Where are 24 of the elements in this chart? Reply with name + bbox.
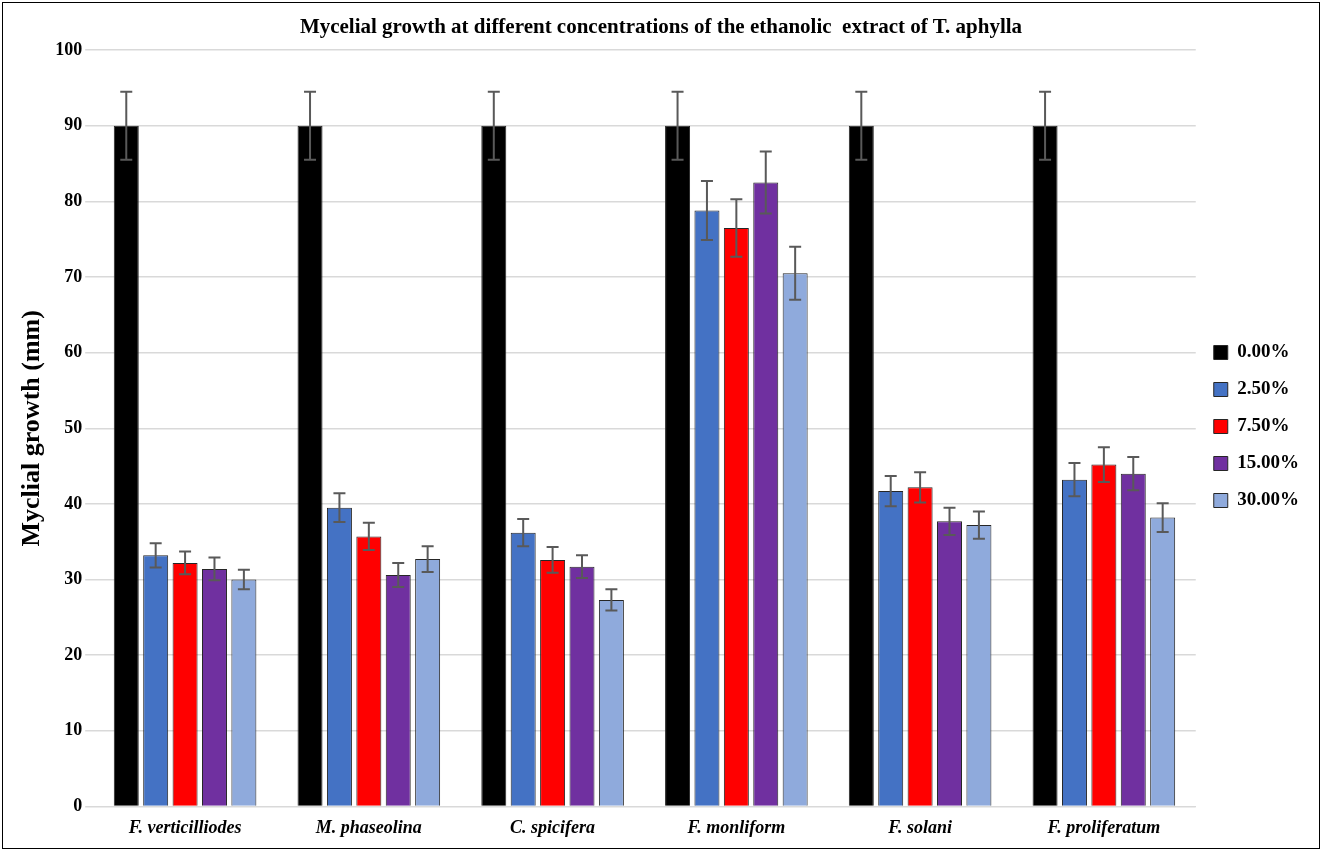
legend-label: 30.00% bbox=[1237, 488, 1299, 510]
chart-title: Mycelial growth at different concentrations of the ethanolic extract of T. aphylla bbox=[299, 14, 1023, 39]
y-tick-label: 0 bbox=[73, 795, 83, 816]
x-tick-label: F. proliferatum bbox=[1046, 816, 1161, 837]
y-tick-label: 80 bbox=[64, 190, 83, 211]
y-tick-label: 10 bbox=[64, 719, 83, 740]
legend-label: 2.50% bbox=[1237, 377, 1290, 399]
y-tick-label: 60 bbox=[64, 341, 83, 362]
y-tick-label: 40 bbox=[64, 492, 83, 513]
y-tick-label: 100 bbox=[55, 38, 83, 59]
y-tick-label: 20 bbox=[64, 643, 83, 664]
y-tick-label: 30 bbox=[64, 568, 83, 589]
legend-label: 7.50% bbox=[1237, 414, 1290, 436]
x-tick-label: C. spicifera bbox=[510, 816, 596, 837]
y-axis-title: Myclial growth (mm) bbox=[16, 310, 46, 547]
y-tick-label: 50 bbox=[64, 416, 83, 437]
x-tick-label: F. monliform bbox=[686, 816, 786, 837]
x-tick-label: F. verticilliodes bbox=[127, 816, 242, 837]
y-tick-label: 70 bbox=[64, 265, 83, 286]
x-tick-label: M. phaseolina bbox=[314, 816, 422, 837]
x-tick-label: F. solani bbox=[887, 816, 952, 837]
y-tick-label: 90 bbox=[64, 114, 83, 135]
legend-label: 0.00% bbox=[1237, 340, 1290, 362]
legend-label: 15.00% bbox=[1237, 451, 1299, 473]
